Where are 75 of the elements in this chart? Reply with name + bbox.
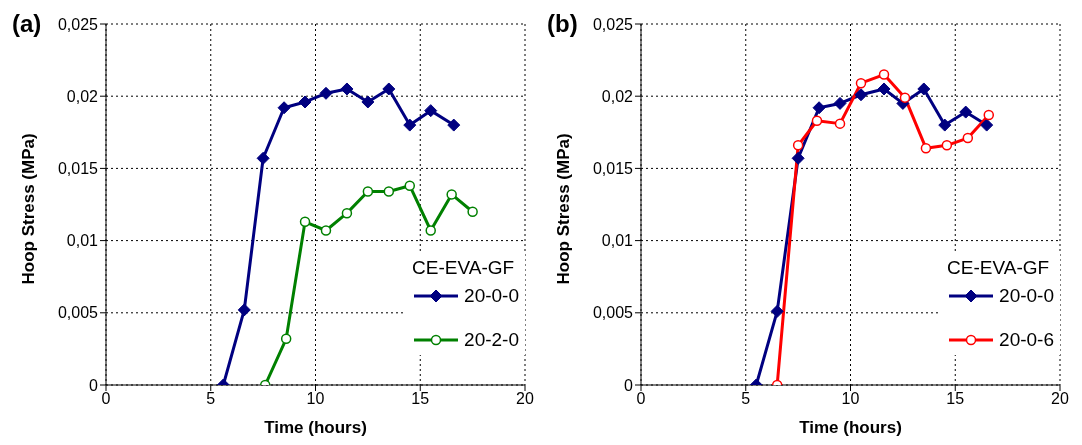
- point: [277, 101, 291, 115]
- point: [941, 140, 953, 151]
- y-tick-label: 0: [624, 376, 634, 394]
- point: [834, 118, 846, 129]
- legend-label: 20-2-0: [464, 329, 519, 351]
- point: [920, 142, 932, 154]
- point: [424, 104, 438, 118]
- y-tick-label: 0,005: [592, 304, 634, 322]
- point: [917, 82, 931, 96]
- point: [770, 304, 784, 318]
- point: [878, 69, 890, 80]
- y-tick-label: 0,025: [57, 15, 99, 33]
- y-tick-label: 0: [89, 376, 99, 394]
- point: [792, 140, 804, 151]
- y-tick-label: 0,025: [592, 15, 634, 33]
- point: [447, 118, 461, 132]
- point: [959, 105, 973, 119]
- x-tick-label: 15: [946, 390, 965, 408]
- chart-title: (a): [12, 10, 42, 38]
- y-axis-title: Hoop Stress (MPa): [19, 133, 39, 285]
- x-tick-label: 20: [1051, 390, 1069, 408]
- y-tick-label: 0,02: [601, 87, 634, 105]
- point: [446, 189, 457, 200]
- y-tick-label: 0,02: [66, 87, 99, 105]
- x-tick-label: 5: [741, 390, 751, 408]
- point: [980, 118, 994, 132]
- x-tick-label: 20: [516, 390, 534, 408]
- point: [299, 216, 311, 228]
- point: [404, 180, 416, 191]
- point: [280, 333, 292, 345]
- legend-title: CE-EVA-GF: [412, 257, 516, 279]
- point: [467, 206, 478, 217]
- point: [383, 186, 395, 197]
- point: [791, 151, 805, 165]
- point: [983, 109, 995, 121]
- x-tick-label: 15: [411, 390, 430, 408]
- point: [403, 118, 417, 132]
- point: [237, 303, 251, 317]
- point: [812, 101, 826, 115]
- point: [319, 86, 333, 100]
- x-axis-title: Time (hours): [799, 418, 902, 437]
- legend-label: 20-0-0: [999, 285, 1054, 307]
- x-tick-label: 0: [636, 390, 646, 408]
- legend-title: CE-EVA-GF: [947, 257, 1051, 279]
- y-tick-label: 0,015: [592, 160, 634, 178]
- point: [811, 115, 823, 126]
- point: [320, 225, 332, 236]
- point: [854, 88, 868, 102]
- legend-label: 20-0-0: [464, 285, 519, 307]
- x-axis-title: Time (hours): [264, 418, 367, 437]
- point: [382, 82, 396, 96]
- legend-label: 20-0-6: [999, 329, 1054, 351]
- y-tick-label: 0,005: [57, 304, 99, 322]
- point: [340, 82, 354, 96]
- y-tick-label: 0,01: [601, 232, 634, 250]
- point: [341, 207, 353, 219]
- point: [899, 92, 911, 103]
- y-tick-label: 0,01: [66, 232, 99, 250]
- point: [425, 225, 436, 236]
- point: [938, 118, 952, 132]
- point: [362, 186, 374, 197]
- x-tick-label: 5: [206, 390, 216, 408]
- x-tick-label: 10: [306, 390, 325, 408]
- x-tick-label: 10: [841, 390, 860, 408]
- x-tick-label: 0: [101, 390, 111, 408]
- y-tick-label: 0,015: [57, 160, 99, 178]
- point: [877, 82, 891, 96]
- point: [962, 132, 974, 144]
- point: [855, 77, 867, 89]
- point: [256, 151, 270, 165]
- chart-title: (b): [547, 10, 578, 38]
- point: [298, 95, 312, 109]
- point: [361, 95, 375, 109]
- y-axis-title: Hoop Stress (MPa): [554, 133, 574, 285]
- point: [833, 96, 847, 110]
